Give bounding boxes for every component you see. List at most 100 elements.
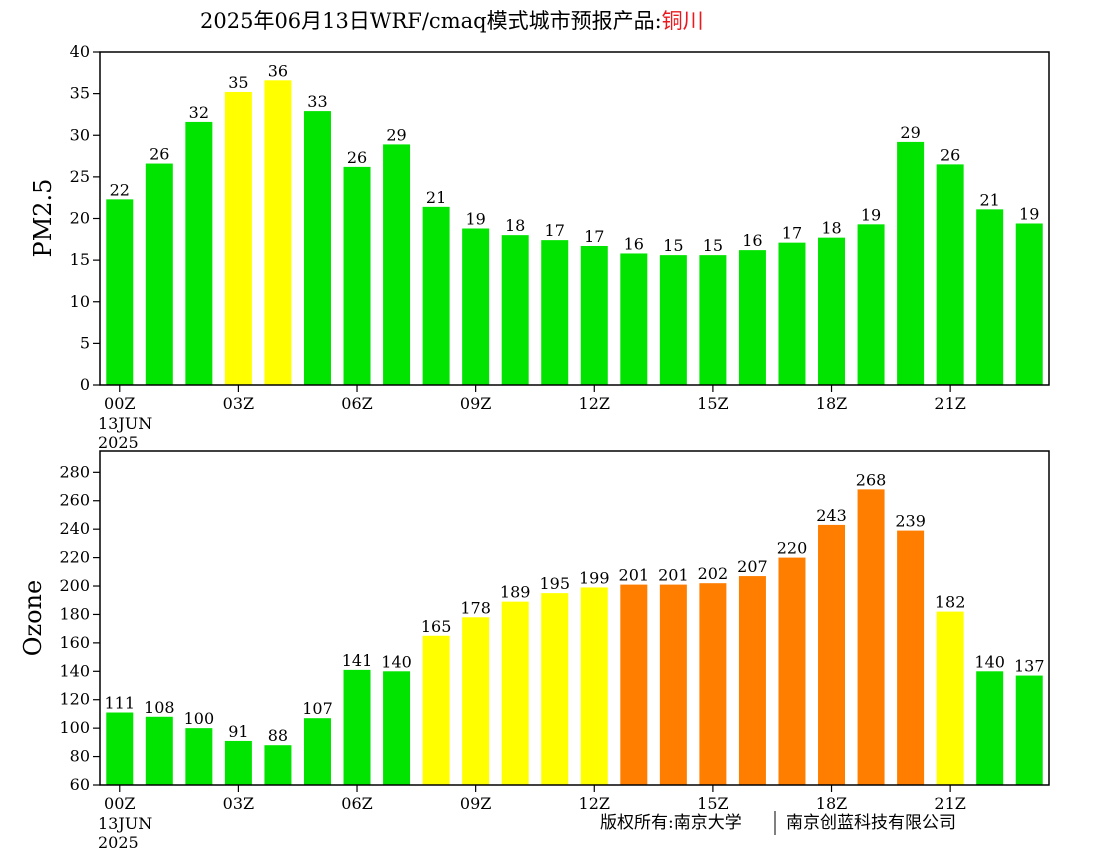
ozone-bar (145, 716, 173, 785)
copyright-left: 版权所有:南京大学 (600, 813, 742, 833)
ozone-ytick-label: 100 (59, 718, 90, 737)
pm25-value-label: 32 (189, 103, 209, 122)
ozone-xtick-label: 00Z (104, 794, 135, 813)
ozone-bar (422, 635, 450, 785)
pm25-bar (185, 121, 213, 386)
ozone-value-label: 199 (579, 568, 610, 587)
pm25-bar (303, 111, 331, 386)
ozone-ytick-label: 280 (59, 462, 90, 481)
pm25-date-line1: 13JUN (98, 414, 152, 433)
ozone-xtick-label: 09Z (460, 794, 491, 813)
ozone-bar (1015, 675, 1043, 785)
pm25-value-label: 26 (940, 145, 960, 164)
pm25-bar (580, 245, 608, 385)
ozone-value-label: 202 (698, 564, 729, 583)
pm25-value-label: 18 (821, 219, 841, 238)
pm25-bar (659, 255, 687, 385)
pm25-bar (422, 206, 450, 385)
ozone-value-label: 107 (302, 699, 333, 718)
pm25-value-label: 26 (347, 148, 367, 167)
pm25-value-label: 15 (663, 236, 683, 255)
ozone-value-label: 201 (619, 566, 650, 585)
ozone-ytick-label: 220 (59, 548, 90, 567)
pm25-ytick-label: 25 (70, 167, 90, 186)
pm25-value-label: 19 (861, 205, 881, 224)
pm25-ytick-label: 40 (70, 42, 90, 61)
ozone-value-label: 239 (895, 512, 926, 531)
pm25-value-label: 18 (505, 216, 525, 235)
chart-title-city: 铜川 (662, 9, 704, 33)
pm25-ylabel: PM2.5 (29, 179, 57, 258)
pm25-bar (620, 253, 648, 385)
copyright-right: 南京创蓝科技有限公司 (786, 813, 956, 833)
ozone-ytick-label: 80 (70, 747, 90, 766)
ozone-value-label: 88 (268, 726, 288, 745)
ozone-bar (936, 611, 964, 785)
pm25-ytick-label: 5 (80, 333, 90, 352)
pm25-xtick-label: 03Z (223, 394, 254, 413)
pm25-ytick-label: 15 (70, 250, 90, 269)
pm25-bar (383, 144, 411, 385)
ozone-value-label: 220 (777, 539, 808, 558)
pm25-ytick-label: 10 (70, 292, 90, 311)
ozone-bar (343, 669, 371, 785)
pm25-bar (501, 235, 529, 385)
pm25-bar (264, 80, 292, 386)
ozone-value-label: 268 (856, 470, 887, 489)
ozone-bar (857, 489, 885, 785)
pm25-value-label: 22 (110, 180, 130, 199)
pm25-bar (106, 199, 134, 385)
ozone-ytick-label: 120 (59, 690, 90, 709)
pm25-value-label: 26 (149, 145, 169, 164)
pm25-value-label: 35 (228, 73, 248, 92)
ozone-ytick-label: 60 (70, 775, 90, 794)
pm25-value-label: 17 (545, 221, 565, 240)
chart-title-prefix: 2025年06月13日WRF/cmaq模式城市预报产品: (200, 9, 662, 33)
ozone-date-line2: 2025 (98, 833, 139, 850)
ozone-ytick-label: 200 (59, 576, 90, 595)
pm25-value-label: 21 (426, 188, 446, 207)
ozone-value-label: 201 (658, 566, 689, 585)
ozone-bar (501, 601, 529, 785)
pm25-xtick-label: 09Z (460, 394, 491, 413)
pm25-value-label: 17 (782, 224, 802, 243)
pm25-ytick-label: 35 (70, 84, 90, 103)
ozone-ytick-label: 180 (59, 604, 90, 623)
pm25-value-label: 33 (307, 92, 327, 111)
ozone-bar (264, 745, 292, 785)
pm25-bar (738, 250, 766, 385)
pm25-bar (1015, 223, 1043, 385)
ozone-value-label: 207 (737, 557, 768, 576)
ozone-value-label: 243 (816, 506, 847, 525)
ozone-ytick-label: 240 (59, 519, 90, 538)
ozone-xtick-label: 18Z (816, 794, 847, 813)
pm25-bar (897, 141, 925, 385)
pm25-value-label: 19 (1019, 204, 1039, 223)
ozone-value-label: 137 (1014, 657, 1045, 676)
ozone-bar (580, 587, 608, 785)
pm25-xtick-label: 12Z (579, 394, 610, 413)
ozone-value-label: 140 (974, 652, 1005, 671)
pm25-bar (145, 163, 173, 385)
ozone-value-label: 111 (104, 694, 135, 713)
pm25-xtick-label: 06Z (341, 394, 372, 413)
ozone-value-label: 178 (460, 598, 491, 617)
ozone-value-label: 195 (539, 574, 570, 593)
pm25-bar (541, 240, 569, 385)
ozone-xtick-label: 06Z (341, 794, 372, 813)
ozone-value-label: 141 (342, 651, 373, 670)
pm25-xtick-label: 18Z (816, 394, 847, 413)
ozone-ylabel: Ozone (19, 580, 47, 656)
pm25-value-label: 16 (742, 231, 762, 250)
ozone-value-label: 182 (935, 593, 966, 612)
ozone-plot-frame (99, 450, 1050, 786)
pm25-ytick-label: 30 (70, 125, 90, 144)
pm25-value-label: 15 (703, 236, 723, 255)
ozone-value-label: 108 (144, 698, 175, 717)
ozone-value-label: 100 (184, 709, 215, 728)
ozone-bar (738, 576, 766, 785)
pm25-bar (462, 228, 490, 385)
ozone-xtick-label: 15Z (697, 794, 728, 813)
